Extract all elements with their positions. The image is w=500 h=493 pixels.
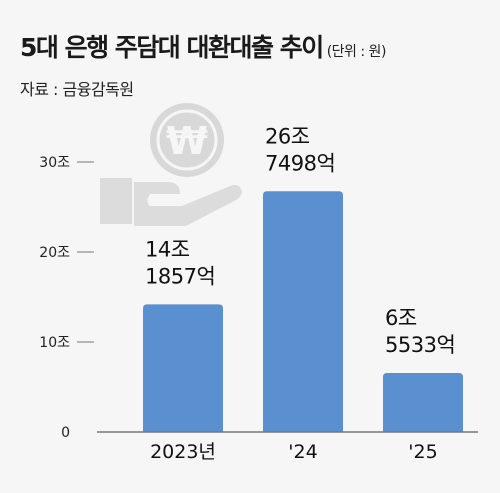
unit-label: (단위 : 원): [326, 44, 387, 60]
x-tick-label: 2023년: [150, 441, 216, 463]
chart-header: 5대 은행 주담대 대환대출 추이 (단위 : 원): [20, 28, 386, 64]
x-tick-label: '25: [408, 441, 437, 463]
bar: [383, 373, 463, 432]
svg-text:₩: ₩: [166, 119, 208, 163]
y-tick-label: 10조: [39, 335, 70, 351]
chart-title: 5대 은행 주담대 대환대출 추이: [20, 33, 324, 62]
x-tick-label: '24: [288, 441, 317, 463]
y-tick-label: 30조: [39, 155, 70, 171]
bar: [143, 304, 223, 432]
data-label: 26조 7498억: [265, 124, 335, 175]
y-tick-label: 20조: [39, 245, 70, 261]
bar: [263, 191, 343, 432]
source-label: 자료 : 금융감독원: [20, 80, 134, 99]
data-label: 6조 5533억: [385, 306, 455, 357]
data-label: 14조 1857억: [145, 237, 215, 288]
won-coin-hand-icon: ₩: [100, 103, 242, 226]
y-tick-label: 0: [61, 425, 70, 441]
